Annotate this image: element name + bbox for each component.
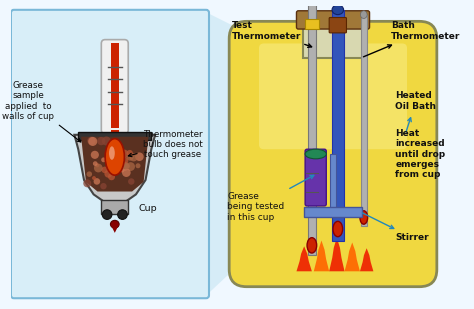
- Ellipse shape: [360, 11, 367, 19]
- Circle shape: [93, 161, 98, 166]
- FancyBboxPatch shape: [329, 18, 346, 33]
- Ellipse shape: [105, 139, 124, 175]
- Circle shape: [87, 137, 95, 145]
- Circle shape: [118, 156, 126, 163]
- Polygon shape: [74, 135, 155, 201]
- Bar: [111, 44, 118, 128]
- Circle shape: [110, 158, 115, 163]
- Text: Grease
sample
applied  to
walls of cup: Grease sample applied to walls of cup: [2, 81, 81, 142]
- Bar: [101, 200, 128, 214]
- Bar: [78, 132, 151, 140]
- Bar: [305, 19, 319, 29]
- Circle shape: [100, 183, 107, 189]
- FancyBboxPatch shape: [259, 44, 407, 149]
- Bar: [332, 10, 344, 240]
- Circle shape: [128, 178, 135, 185]
- Circle shape: [122, 168, 131, 177]
- Circle shape: [120, 162, 129, 171]
- Circle shape: [121, 162, 128, 169]
- Ellipse shape: [110, 220, 119, 228]
- Text: Grease
being tested
in this cup: Grease being tested in this cup: [227, 175, 314, 222]
- Polygon shape: [110, 224, 119, 233]
- Circle shape: [120, 157, 128, 165]
- Bar: [304, 207, 362, 217]
- Circle shape: [125, 163, 130, 169]
- Circle shape: [104, 170, 112, 178]
- Circle shape: [102, 210, 112, 219]
- Polygon shape: [360, 248, 374, 271]
- Ellipse shape: [109, 146, 115, 160]
- Circle shape: [101, 167, 108, 173]
- Text: Stirrer: Stirrer: [363, 213, 429, 242]
- Text: Heated
Oil Bath: Heated Oil Bath: [395, 91, 437, 132]
- FancyBboxPatch shape: [229, 21, 437, 287]
- Circle shape: [129, 153, 138, 161]
- Circle shape: [93, 178, 100, 185]
- Circle shape: [97, 137, 105, 145]
- Ellipse shape: [109, 146, 115, 160]
- Polygon shape: [314, 240, 329, 271]
- Polygon shape: [296, 246, 312, 271]
- Bar: [308, 0, 316, 255]
- Circle shape: [94, 164, 103, 172]
- Circle shape: [83, 179, 91, 187]
- Circle shape: [101, 157, 106, 162]
- FancyBboxPatch shape: [101, 40, 128, 134]
- Polygon shape: [203, 11, 249, 298]
- Polygon shape: [345, 243, 360, 271]
- Ellipse shape: [307, 238, 317, 253]
- FancyBboxPatch shape: [296, 11, 370, 29]
- Ellipse shape: [105, 139, 124, 175]
- Circle shape: [92, 176, 96, 180]
- Circle shape: [127, 154, 134, 161]
- Ellipse shape: [333, 221, 343, 237]
- FancyBboxPatch shape: [11, 10, 209, 298]
- Text: Heat
increased
until drop
emerges
from cup: Heat increased until drop emerges from c…: [395, 129, 446, 179]
- Ellipse shape: [332, 5, 344, 15]
- Text: Test
Thermometer: Test Thermometer: [232, 21, 311, 47]
- Ellipse shape: [360, 211, 368, 224]
- Circle shape: [120, 150, 128, 158]
- Bar: [361, 15, 367, 226]
- Circle shape: [87, 171, 92, 177]
- Circle shape: [118, 210, 128, 219]
- Bar: [303, 24, 363, 58]
- Circle shape: [102, 137, 111, 146]
- Bar: [111, 130, 118, 149]
- Text: Cup: Cup: [139, 204, 157, 213]
- FancyBboxPatch shape: [305, 149, 326, 206]
- Circle shape: [95, 163, 99, 167]
- Polygon shape: [81, 137, 148, 192]
- Ellipse shape: [305, 149, 326, 159]
- Polygon shape: [329, 238, 345, 271]
- Circle shape: [107, 146, 112, 151]
- Text: Thermometer
bulb does not
touch grease: Thermometer bulb does not touch grease: [128, 129, 202, 159]
- Text: Bath
Thermometer: Bath Thermometer: [364, 21, 460, 57]
- Circle shape: [126, 162, 135, 171]
- Circle shape: [123, 163, 129, 169]
- Circle shape: [136, 163, 140, 168]
- Circle shape: [108, 173, 115, 180]
- Circle shape: [135, 152, 144, 161]
- Bar: [330, 154, 336, 217]
- Circle shape: [88, 137, 97, 146]
- Circle shape: [120, 168, 125, 172]
- Circle shape: [91, 151, 99, 159]
- Circle shape: [127, 150, 133, 156]
